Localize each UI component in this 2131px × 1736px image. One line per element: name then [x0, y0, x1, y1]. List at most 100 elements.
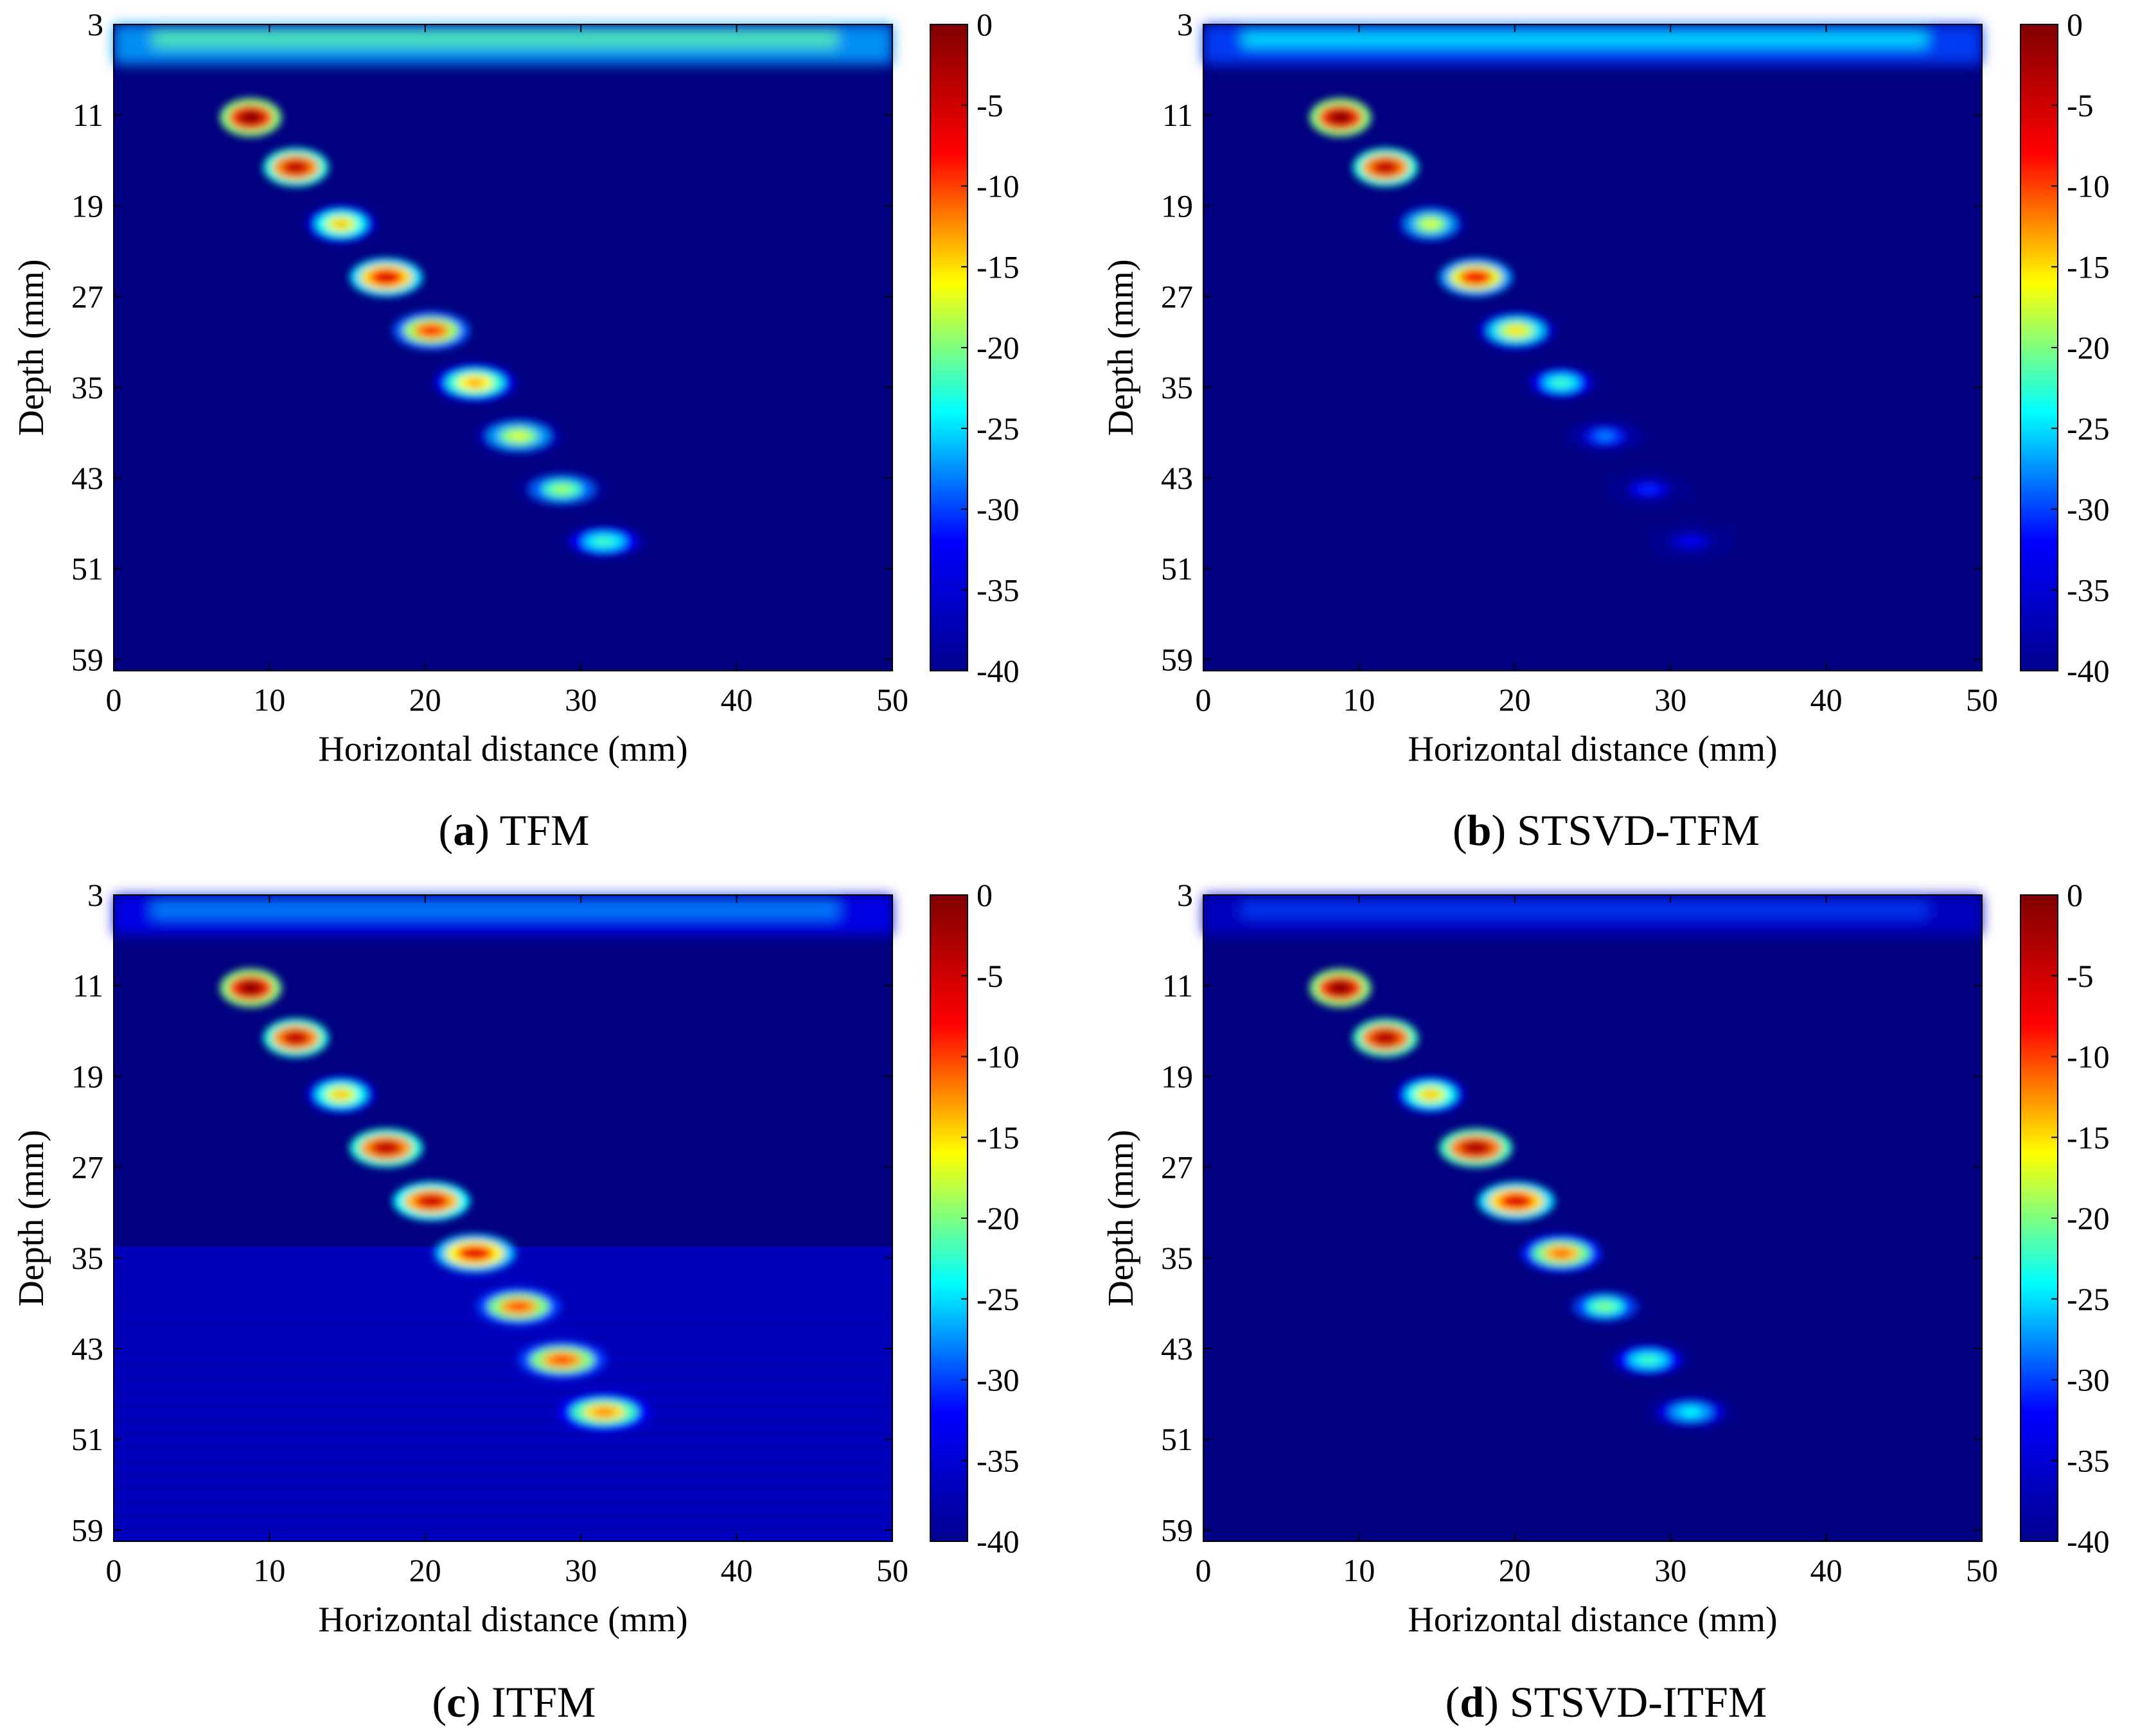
colorbar-tick-label: -30	[2067, 492, 2110, 527]
caption-letter: a	[453, 806, 475, 855]
noise-band-core	[1242, 901, 1928, 918]
y-tick-label: 19	[71, 1058, 103, 1094]
plot-frame	[1203, 894, 1983, 1542]
colorbar-tick-label: -30	[2067, 1362, 2110, 1398]
colorbar-tick-label: -5	[2067, 958, 2094, 994]
defect-spot	[1562, 416, 1648, 456]
y-axis-label: Depth (mm)	[1101, 259, 1141, 436]
y-tick-label: 43	[71, 1331, 103, 1367]
x-tick-label: 50	[1966, 1552, 1998, 1588]
noise-band-core	[152, 901, 838, 918]
colorbar-tick-label: -25	[2067, 1281, 2110, 1317]
spot-peak	[1552, 378, 1571, 387]
near-surface-noise	[114, 895, 892, 935]
y-tick-label: 19	[1161, 188, 1193, 224]
spot-peak	[288, 163, 303, 172]
x-tick-label: 0	[1196, 1552, 1212, 1588]
defect-spot	[476, 1287, 561, 1326]
defect-spot	[1309, 968, 1372, 1007]
defect-spot	[1352, 1018, 1419, 1058]
y-tick-label: 51	[1161, 551, 1193, 587]
caption-paren-close: )	[1491, 806, 1517, 855]
caption-paren-open: (	[1446, 1678, 1460, 1726]
colorbar-tick-label: -10	[977, 168, 1020, 204]
colorbar-tick-label: -5	[977, 87, 1004, 123]
colorbar-tick-label: -15	[2067, 1119, 2110, 1155]
defect-spot	[306, 204, 376, 244]
panel-b: 0 10 20 30 40 50 3 11 19 27 35 43 51 59 Horizontal dis…	[1101, 6, 2110, 855]
defect-spot	[393, 311, 470, 350]
defect-spot	[349, 258, 423, 297]
colorbar-tick-label: -10	[2067, 168, 2110, 204]
defect-spot	[393, 1182, 470, 1221]
colorbar-tick-label: -10	[2067, 1039, 2110, 1075]
defect-spot	[306, 1075, 376, 1114]
spot-peak	[552, 1356, 572, 1365]
x-tick-label: 0	[1196, 682, 1212, 718]
near-surface-noise	[1203, 24, 1982, 64]
x-tick-label: 30	[565, 1552, 597, 1588]
noise-band-core	[152, 31, 838, 48]
y-tick-label: 11	[1162, 968, 1193, 1004]
spot-peak	[552, 485, 572, 494]
defect-spot	[558, 1392, 651, 1431]
defect-spot	[1521, 363, 1602, 402]
caption-paren-close: )	[1484, 1678, 1510, 1726]
y-tick-label: 19	[1161, 1058, 1193, 1094]
y-tick-label: 27	[71, 1149, 103, 1185]
caption-paren-open: (	[1453, 806, 1467, 855]
spot-peak	[1423, 1090, 1438, 1099]
spot-peak	[1333, 113, 1347, 122]
colorbar-tick-label: 0	[2067, 877, 2083, 913]
caption-letter: c	[447, 1678, 466, 1726]
y-tick-label: 59	[71, 1512, 103, 1548]
defect-spot	[1352, 148, 1419, 187]
y-tick-label: 51	[71, 551, 103, 587]
defect-spot	[558, 522, 651, 561]
defect-spot	[263, 1018, 329, 1058]
x-tick-label: 20	[1499, 1552, 1531, 1588]
spot-peak	[466, 1249, 484, 1258]
near-surface-noise	[114, 24, 892, 64]
panel-a: 0 10 20 30 40 50 3 11 19 27 35 43 51 59 Horizontal dis…	[12, 6, 1020, 855]
caption-paren-open: (	[439, 806, 454, 855]
defect-spot	[1478, 311, 1555, 350]
panel-caption: (c) ITFM	[432, 1678, 596, 1726]
colorbar-tick-label: -20	[2067, 330, 2110, 366]
spot-peak	[1467, 273, 1484, 282]
x-tick-label: 40	[721, 1552, 753, 1588]
colorbar-tick-label: -40	[977, 1523, 1020, 1559]
colorbar-tick-label: -20	[2067, 1200, 2110, 1236]
x-tick-label: 10	[253, 1552, 285, 1588]
defect-spot	[1644, 1392, 1737, 1431]
caption-method: ITFM	[491, 1678, 596, 1726]
y-tick-label: 43	[71, 460, 103, 496]
defect-spot	[1604, 470, 1693, 509]
y-tick-label: 3	[87, 6, 103, 42]
caption-letter: d	[1460, 1678, 1484, 1726]
spot-peak	[333, 220, 349, 229]
y-tick-label: 11	[1162, 97, 1193, 133]
y-tick-label: 43	[1161, 1331, 1193, 1367]
colorbar-tick-label: -5	[2067, 87, 2094, 123]
panel-caption: (a) TFM	[439, 806, 590, 855]
x-axis-label: Horizontal distance (mm)	[1408, 1600, 1777, 1640]
y-tick-label: 3	[1177, 6, 1193, 42]
colorbar-tick-label: -25	[977, 1281, 1020, 1317]
y-tick-label: 35	[71, 1240, 103, 1276]
caption-method: STSVD-ITFM	[1510, 1678, 1767, 1726]
y-tick-label: 59	[1161, 1512, 1193, 1548]
defect-spot	[476, 416, 561, 456]
y-tick-label: 27	[1161, 279, 1193, 315]
spot-peak	[1467, 1144, 1484, 1153]
y-tick-label: 43	[1161, 460, 1193, 496]
y-axis-label: Depth (mm)	[12, 1129, 51, 1306]
y-tick-label: 35	[1161, 1240, 1193, 1276]
panel-caption: (d) STSVD-ITFM	[1446, 1678, 1767, 1726]
defect-spot	[434, 363, 516, 402]
defect-spot	[220, 968, 282, 1007]
y-tick-label: 11	[73, 968, 103, 1004]
defect-spot	[518, 1340, 607, 1379]
x-axis-label: Horizontal distance (mm)	[1408, 729, 1777, 769]
